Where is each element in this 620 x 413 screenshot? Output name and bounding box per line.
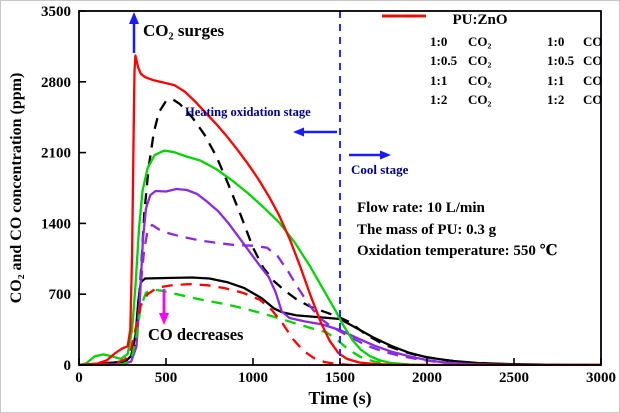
series-1:2-CO₂ [80,54,601,366]
legend-ratio-label: 1:2 [547,92,565,108]
series-1:0-CO [80,98,601,366]
ticks-layer [78,10,602,366]
y-tick-label: 2800 [41,75,71,91]
experiment-info-block: Flow rate: 10 L/min The mass of PU: 0.3 … [357,198,558,263]
y-tick-label: 3500 [41,4,71,20]
y-tick-label: 2100 [41,146,71,162]
annotation-co2-surges: CO₂ surges [143,21,225,40]
co-decreases-arrow-icon [159,289,169,325]
legend-ratio-label: 1:1 [430,72,448,88]
y-tick-label: 0 [64,358,72,374]
x-tick-label: 500 [155,370,178,386]
info-pu-mass: The mass of PU: 0.3 g [357,221,497,238]
legend-co-label: CO [583,53,603,69]
legend-co2-label: CO₂ [468,53,492,69]
legend-ratio-label: 1:0 [547,33,565,49]
legend-ratio-label: 1:1 [547,72,565,88]
x-axis-title: Time (s) [308,388,372,408]
series-1:0.5-CO [80,223,601,366]
legend-dashed-line-swatch [382,14,422,18]
x-tick-label: 3000 [586,370,616,386]
legend-ratio-label: 1:2 [430,92,448,108]
legend: PU:ZnO 1:0 CO₂ 1:0 CO 1:0.5 CO₂ 1:0.5 CO 1:1 CO₂ 1… [381,12,605,110]
x-tick-label: 1500 [325,370,355,386]
series-1:0.5-CO₂ [80,187,601,366]
legend-row-1:2: 1:2 CO₂ 1:2 CO [381,14,605,111]
series-1:1-CO₂ [80,149,601,366]
legend-row-1:0.5: 1:0.5 CO₂ 1:0.5 CO [381,14,605,72]
annotation-cool-stage: Cool stage [351,162,409,177]
legend-co2-label: CO₂ [468,33,492,49]
info-oxidation-temperature: Oxidation temperature: 550 ℃ [357,243,558,259]
annotation-heating-stage: Heating oxidation stage [185,105,311,119]
legend-co-label: CO [583,33,603,49]
legend-row-1:0: 1:0 CO₂ 1:0 CO [381,14,605,52]
series-1:2-CO [80,282,601,366]
series-layer [80,54,601,366]
legend-co2-label: CO₂ [468,92,492,108]
heating-stage-arrow-icon [293,127,337,137]
y-axis-title: CO₂ and CO concentration (ppm) [8,72,25,304]
tick-labels-layer: 0 500 1000 1500 2000 2500 3000 0 700 1400 2100 2800… [41,4,616,386]
legend-co-label: CO [583,92,603,108]
x-tick-label: 2000 [412,370,442,386]
cool-stage-arrow-icon [349,150,391,160]
x-tick-label: 2500 [499,370,529,386]
x-tick-label: 0 [75,370,83,386]
legend-ratio-label: 1:0.5 [547,53,575,69]
series-1:1-CO [80,288,601,366]
legend-ratio-label: 1:0 [430,33,448,49]
legend-rows: 1:0 CO₂ 1:0 CO 1:0.5 CO₂ 1:0.5 CO 1:1 CO₂ 1:1 CO 1:2… [381,14,605,111]
co2-surges-arrow-icon [129,12,139,53]
annotation-co-decreases: CO decreases [148,325,244,344]
legend-co2-label: CO₂ [468,72,492,88]
legend-row-1:1: 1:1 CO₂ 1:1 CO [381,14,605,91]
info-flow-rate: Flow rate: 10 L/min [357,200,485,216]
legend-ratio-label: 1:0.5 [430,53,458,69]
y-tick-label: 1400 [41,216,71,232]
legend-title: PU:ZnO [452,12,508,28]
y-tick-label: 700 [49,287,72,303]
x-tick-label: 1000 [238,370,268,386]
legend-co-label: CO [583,72,603,88]
